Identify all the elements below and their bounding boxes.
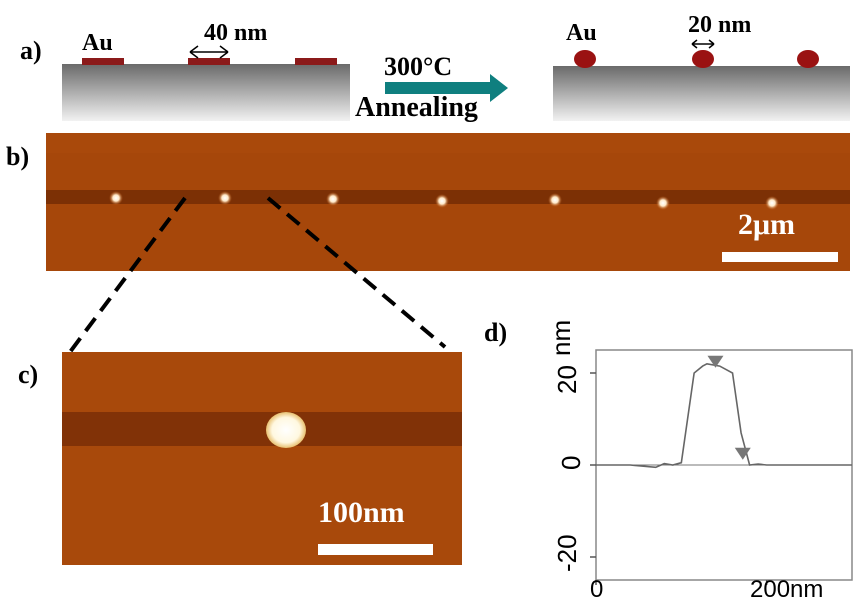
- afm-particle-c: [266, 412, 306, 448]
- profile-ytick-0: 0: [556, 455, 586, 470]
- width-arrow-before: [189, 45, 229, 59]
- afm-image-c: [62, 352, 462, 565]
- afm-dot-4: [435, 194, 449, 208]
- anneal-temp-label: 300°C: [384, 52, 453, 81]
- afm-trench-c: [62, 412, 462, 446]
- zoom-line-left: [68, 196, 187, 354]
- anneal-label: Annealing: [355, 92, 478, 123]
- au-label-left: Au: [82, 30, 113, 56]
- au-droplet-3: [797, 50, 819, 68]
- annealing-arrow: [385, 74, 508, 102]
- afm-dot-7: [765, 196, 779, 210]
- profile-xunit: nm: [790, 576, 824, 603]
- afm-dot-1: [109, 191, 123, 205]
- zoom-line-right: [266, 196, 447, 349]
- au-droplet-1: [574, 50, 596, 68]
- scale-label-b: 2μm: [738, 208, 795, 241]
- panel-a-label: a): [20, 36, 42, 65]
- afm-dot-5: [548, 193, 562, 207]
- profile-ytick-neg20: -20: [552, 534, 582, 572]
- afm-dot-2: [218, 191, 232, 205]
- substrate-before: [62, 64, 350, 121]
- profile-marker-1: [734, 447, 751, 460]
- scale-bar-c: [318, 544, 433, 555]
- profile-line-0: [596, 362, 852, 469]
- afm-dot-3: [326, 192, 340, 206]
- scale-label-c: 100nm: [318, 496, 405, 529]
- afm-dot-6: [656, 196, 670, 210]
- profile-series: [596, 355, 852, 469]
- width-label-before: 40 nm: [204, 20, 268, 46]
- panel-b-label: b): [6, 142, 30, 171]
- au-droplet-2: [692, 50, 714, 68]
- afm-trench-b: [46, 190, 850, 204]
- profile-marker-0: [707, 355, 724, 368]
- au-stripe-2: [188, 58, 230, 65]
- profile-xtick-0: 0: [590, 576, 604, 603]
- scale-bar-b: [722, 252, 838, 262]
- substrate-after: [553, 66, 850, 121]
- profile-ytick-20: 20: [552, 365, 582, 394]
- profile-ylabel: nm: [546, 319, 576, 356]
- width-arrow-after: [691, 39, 715, 49]
- au-label-right: Au: [566, 20, 597, 46]
- au-stripe-3: [295, 58, 337, 65]
- panel-c-label: c): [18, 360, 39, 389]
- profile-xtick-200: 200: [750, 576, 791, 603]
- panel-d-label: d): [484, 318, 508, 347]
- au-stripe-1: [82, 58, 124, 65]
- width-label-after: 20 nm: [688, 12, 752, 38]
